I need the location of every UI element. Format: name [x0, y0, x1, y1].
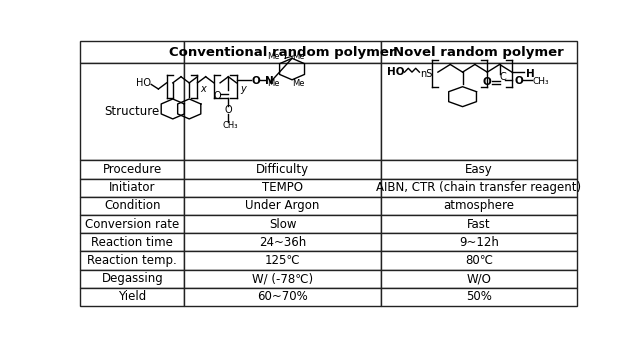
Bar: [80, 288, 185, 306]
Bar: [381, 41, 577, 63]
Text: O: O: [252, 76, 261, 86]
Bar: [185, 288, 381, 306]
Bar: [381, 160, 577, 179]
Text: O: O: [515, 76, 523, 86]
Bar: [185, 63, 381, 160]
Text: TEMPO: TEMPO: [262, 181, 303, 194]
Text: 50%: 50%: [466, 290, 492, 303]
Text: Structure: Structure: [104, 105, 160, 118]
Text: 9~12h: 9~12h: [459, 236, 499, 249]
Text: x: x: [201, 84, 206, 94]
Bar: [80, 41, 185, 63]
Bar: [80, 251, 185, 270]
Bar: [80, 63, 185, 160]
Bar: [185, 270, 381, 288]
Bar: [381, 251, 577, 270]
Text: Reaction time: Reaction time: [92, 236, 173, 249]
Bar: [381, 179, 577, 197]
Bar: [381, 270, 577, 288]
Bar: [185, 179, 381, 197]
Text: C: C: [500, 73, 506, 83]
Bar: [381, 215, 577, 233]
Bar: [80, 160, 185, 179]
Bar: [381, 288, 577, 306]
Text: Me: Me: [292, 79, 304, 88]
Bar: [185, 41, 381, 63]
Text: HO: HO: [387, 67, 404, 77]
Text: nS: nS: [420, 69, 433, 79]
Text: AIBN, CTR (chain transfer reagent): AIBN, CTR (chain transfer reagent): [376, 181, 581, 194]
Text: CH₃: CH₃: [533, 77, 549, 86]
Bar: [381, 63, 577, 160]
Text: Easy: Easy: [465, 163, 493, 176]
Text: H: H: [526, 69, 534, 79]
Bar: [185, 215, 381, 233]
Text: O: O: [213, 91, 221, 101]
Text: y: y: [240, 84, 246, 94]
Text: Me: Me: [292, 51, 304, 60]
Bar: [80, 270, 185, 288]
Bar: [381, 233, 577, 251]
Text: Procedure: Procedure: [103, 163, 162, 176]
Text: 80℃: 80℃: [465, 254, 493, 267]
Text: Novel random polymer: Novel random polymer: [394, 46, 564, 59]
Text: Slow: Slow: [269, 218, 296, 231]
Bar: [381, 197, 577, 215]
Text: Reaction temp.: Reaction temp.: [87, 254, 177, 267]
Bar: [80, 233, 185, 251]
Text: atmosphere: atmosphere: [444, 199, 514, 212]
Text: 60~70%: 60~70%: [257, 290, 308, 303]
Bar: [80, 197, 185, 215]
Text: 125℃: 125℃: [265, 254, 301, 267]
Text: Under Argon: Under Argon: [246, 199, 320, 212]
Bar: [185, 197, 381, 215]
Bar: [185, 160, 381, 179]
Bar: [80, 179, 185, 197]
Text: Yield: Yield: [118, 290, 146, 303]
Text: N: N: [265, 76, 274, 86]
Text: W/O: W/O: [467, 272, 491, 285]
Bar: [185, 233, 381, 251]
Bar: [80, 215, 185, 233]
Text: Fast: Fast: [467, 218, 490, 231]
Text: Me: Me: [267, 51, 280, 60]
Text: W/ (-78℃): W/ (-78℃): [252, 272, 313, 285]
Text: Conversion rate: Conversion rate: [85, 218, 179, 231]
Text: 24~36h: 24~36h: [259, 236, 306, 249]
Text: CH₃: CH₃: [222, 121, 238, 130]
Text: Degassing: Degassing: [101, 272, 163, 285]
Bar: [185, 251, 381, 270]
Text: O: O: [224, 105, 232, 115]
Text: O: O: [483, 77, 492, 87]
Text: HO: HO: [137, 78, 151, 88]
Text: Conventional random polymer: Conventional random polymer: [169, 46, 395, 59]
Text: Difficulty: Difficulty: [256, 163, 309, 176]
Text: Condition: Condition: [104, 199, 160, 212]
Text: Initiator: Initiator: [109, 181, 156, 194]
Text: Me: Me: [267, 79, 280, 88]
